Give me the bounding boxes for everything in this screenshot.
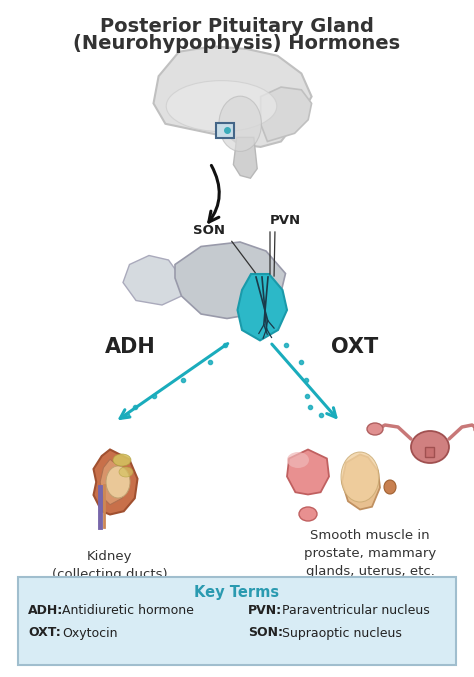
Text: Smooth muscle in
prostate, mammary
glands, uterus, etc.: Smooth muscle in prostate, mammary gland…	[304, 529, 436, 578]
Polygon shape	[261, 87, 311, 141]
Text: ADH:: ADH:	[28, 605, 63, 617]
Ellipse shape	[219, 96, 262, 152]
Text: Kidney
(collecting ducts): Kidney (collecting ducts)	[52, 550, 168, 581]
Text: Posterior Pituitary Gland: Posterior Pituitary Gland	[100, 17, 374, 36]
Ellipse shape	[113, 454, 131, 466]
Polygon shape	[237, 274, 287, 341]
Ellipse shape	[367, 423, 383, 435]
Ellipse shape	[411, 431, 449, 463]
Ellipse shape	[299, 507, 317, 521]
Text: Key Terms: Key Terms	[194, 585, 280, 600]
Text: Oxytocin: Oxytocin	[62, 626, 118, 640]
Polygon shape	[233, 137, 257, 178]
Polygon shape	[342, 454, 380, 510]
Ellipse shape	[287, 452, 309, 468]
Polygon shape	[100, 459, 127, 505]
Text: (Neurohypophysis) Hormones: (Neurohypophysis) Hormones	[73, 34, 401, 53]
Text: Paraventricular nucleus: Paraventricular nucleus	[282, 605, 430, 617]
Text: OXT:: OXT:	[28, 626, 61, 640]
Text: Antidiuretic hormone: Antidiuretic hormone	[62, 605, 194, 617]
Polygon shape	[287, 450, 329, 494]
Ellipse shape	[166, 81, 277, 131]
Ellipse shape	[384, 480, 396, 494]
FancyBboxPatch shape	[18, 577, 456, 665]
Text: OXT: OXT	[331, 337, 379, 357]
Polygon shape	[154, 46, 311, 147]
Text: SON: SON	[193, 224, 225, 237]
Text: PVN: PVN	[270, 214, 301, 227]
Text: ADH: ADH	[105, 337, 155, 357]
Text: SON:: SON:	[248, 626, 283, 640]
Ellipse shape	[119, 467, 133, 477]
Polygon shape	[426, 447, 435, 457]
Ellipse shape	[106, 466, 130, 498]
FancyBboxPatch shape	[216, 123, 234, 138]
Text: Supraoptic nucleus: Supraoptic nucleus	[282, 626, 402, 640]
Ellipse shape	[341, 452, 379, 502]
Polygon shape	[93, 450, 137, 515]
Polygon shape	[175, 242, 285, 318]
Text: PVN:: PVN:	[248, 605, 282, 617]
Polygon shape	[123, 255, 182, 305]
